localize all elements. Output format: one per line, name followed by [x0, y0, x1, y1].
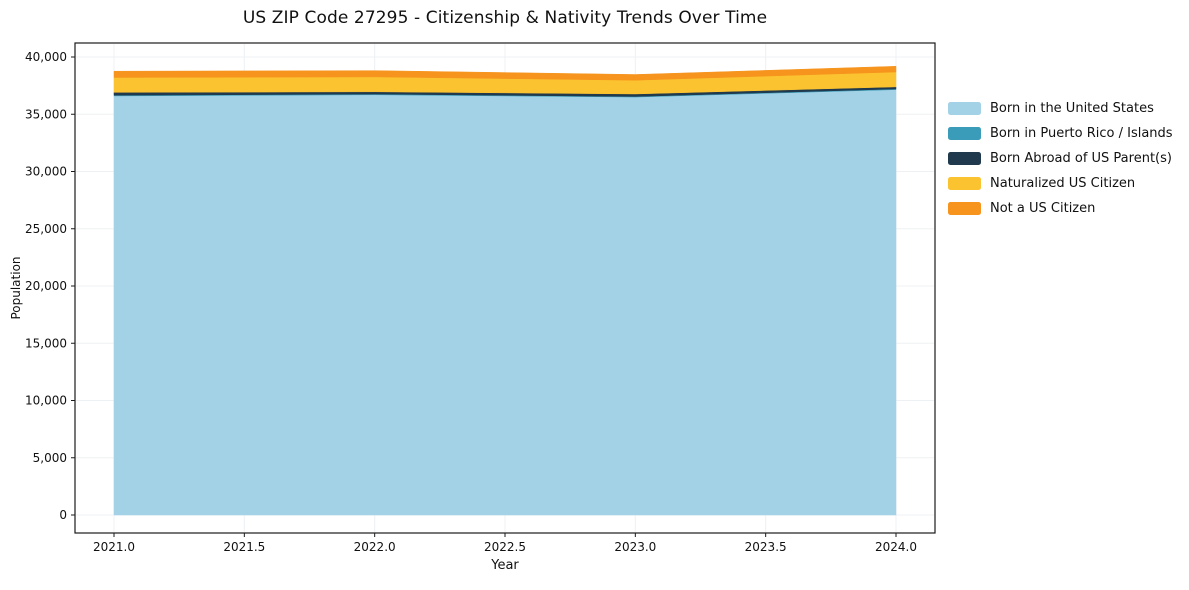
- legend-swatch: [948, 127, 981, 140]
- svg-text:0: 0: [59, 508, 67, 522]
- legend-label: Born in the United States: [990, 101, 1154, 116]
- legend-item: Born in Puerto Rico / Islands: [948, 126, 1173, 141]
- svg-text:2022.5: 2022.5: [484, 540, 526, 554]
- x-axis-label: Year: [491, 558, 519, 573]
- legend-item: Not a US Citizen: [948, 201, 1173, 216]
- legend-item: Born in the United States: [948, 101, 1173, 116]
- svg-text:5,000: 5,000: [33, 451, 67, 465]
- svg-text:10,000: 10,000: [25, 394, 67, 408]
- legend-swatch: [948, 202, 981, 215]
- legend-item: Naturalized US Citizen: [948, 176, 1173, 191]
- legend-label: Naturalized US Citizen: [990, 176, 1136, 191]
- legend-swatch: [948, 177, 981, 190]
- svg-text:2024.0: 2024.0: [875, 540, 917, 554]
- legend-swatch: [948, 102, 981, 115]
- svg-text:35,000: 35,000: [25, 107, 67, 121]
- svg-text:2021.5: 2021.5: [223, 540, 265, 554]
- svg-text:15,000: 15,000: [25, 336, 67, 350]
- svg-text:40,000: 40,000: [25, 50, 67, 64]
- svg-text:2021.0: 2021.0: [93, 540, 135, 554]
- svg-text:2022.0: 2022.0: [354, 540, 396, 554]
- svg-text:30,000: 30,000: [25, 165, 67, 179]
- legend-swatch: [948, 152, 981, 165]
- svg-text:2023.0: 2023.0: [614, 540, 656, 554]
- legend-item: Born Abroad of US Parent(s): [948, 151, 1173, 166]
- legend-label: Not a US Citizen: [990, 201, 1096, 216]
- svg-text:20,000: 20,000: [25, 279, 67, 293]
- y-axis-label: Population: [9, 256, 23, 320]
- svg-text:2023.5: 2023.5: [745, 540, 787, 554]
- legend-label: Born Abroad of US Parent(s): [990, 151, 1172, 166]
- chart-title: US ZIP Code 27295 - Citizenship & Nativi…: [242, 8, 768, 28]
- legend-label: Born in Puerto Rico / Islands: [990, 126, 1173, 141]
- svg-text:25,000: 25,000: [25, 222, 67, 236]
- legend: Born in the United States Born in Puerto…: [948, 101, 1173, 216]
